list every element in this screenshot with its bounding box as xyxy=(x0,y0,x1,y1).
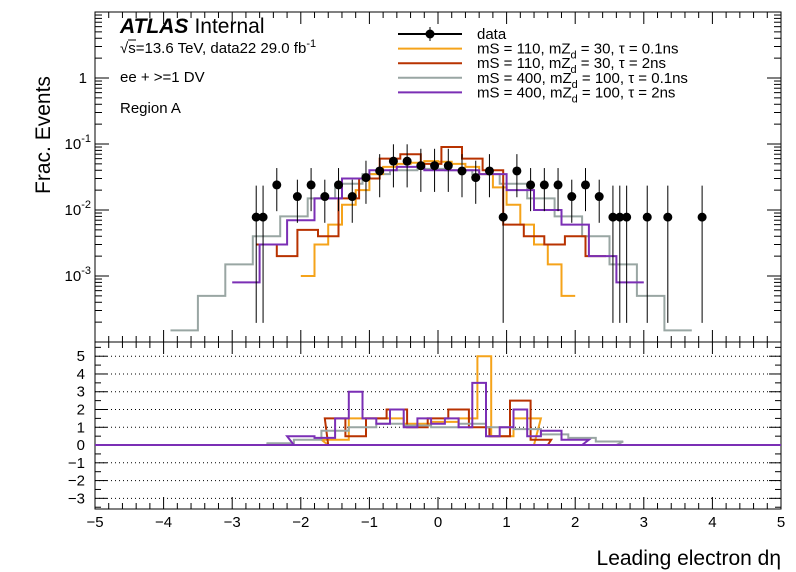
x-axis-title: Leading electron dη xyxy=(597,547,781,570)
ratio-y-tick-label: −3 xyxy=(68,490,85,507)
main-y-ticks: 10-3 10-2 10-1 1 xyxy=(65,11,781,343)
data-point xyxy=(347,192,357,202)
energy-text: =13.6 TeV, data22 29.0 fb xyxy=(136,40,307,57)
data-point xyxy=(361,173,371,183)
legend-label: data xyxy=(477,26,507,43)
x-tick-label: −1 xyxy=(361,514,378,531)
data-point xyxy=(258,212,268,222)
ratio-step-series-0 xyxy=(318,355,543,446)
ratio-y-tick-label: 4 xyxy=(77,366,85,383)
data-point xyxy=(443,161,453,171)
data-points xyxy=(251,144,707,323)
data-point xyxy=(553,180,563,190)
energy-sqrt: √s xyxy=(120,40,136,57)
legend-entry: mS = 110, mZd = 30, τ = 0.1ns xyxy=(398,41,678,62)
main-series xyxy=(170,144,707,332)
ratio-step-series-2 xyxy=(266,422,624,446)
data-point xyxy=(251,212,261,222)
data-point xyxy=(642,212,652,222)
x-tick-label: 3 xyxy=(640,514,648,531)
data-point xyxy=(580,180,590,190)
ratio-y-tick-label: −1 xyxy=(68,455,85,472)
atlas-label: ATLAS Internal xyxy=(119,15,264,38)
data-point xyxy=(375,166,385,176)
main-step-series-1 xyxy=(300,160,576,297)
data-point xyxy=(608,212,618,222)
main-x-ticks xyxy=(94,12,782,342)
energy-label: √s=13.6 TeV, data22 29.0 fb-1 xyxy=(120,38,316,57)
legend-marker xyxy=(425,29,435,39)
energy-exponent: -1 xyxy=(306,38,316,50)
data-point xyxy=(402,156,412,166)
main-y-tick-label: 10-1 xyxy=(65,133,91,153)
main-step-series-4 xyxy=(232,165,644,284)
ratio-y-tick-label: 1 xyxy=(77,419,85,436)
atlas-label-bold: ATLAS xyxy=(119,15,188,38)
data-point xyxy=(334,180,344,190)
ratio-y-tick-label: −2 xyxy=(68,473,85,490)
data-point xyxy=(430,161,440,171)
ratio-step-series-1 xyxy=(323,399,554,446)
ratio-frame xyxy=(94,341,782,510)
x-tick-label: 0 xyxy=(434,514,442,531)
ratio-y-tick-label: 0 xyxy=(77,437,85,454)
legend-label: mS = 110, mZd = 30, τ = 2ns xyxy=(477,55,666,76)
y-axis-title: Frac. Events xyxy=(32,76,55,194)
ratio-step-series-3 xyxy=(285,381,592,446)
data-point xyxy=(512,166,522,176)
legend-label: mS = 110, mZd = 30, τ = 0.1ns xyxy=(477,41,678,62)
data-point xyxy=(388,156,398,166)
data-point xyxy=(471,173,481,183)
data-point xyxy=(526,180,536,190)
data-point xyxy=(498,212,508,222)
ratio-y-tick-label: 3 xyxy=(77,384,85,401)
data-point xyxy=(615,212,625,222)
data-point xyxy=(594,192,604,202)
legend-label: mS = 400, mZd = 100, τ = 0.1ns xyxy=(477,70,688,91)
x-tick-label: 4 xyxy=(708,514,716,531)
ratio-series xyxy=(95,355,781,447)
x-tick-label: 5 xyxy=(777,514,785,531)
legend-label: mS = 400, mZd = 100, τ = 2ns xyxy=(477,84,675,105)
x-tick-label: −5 xyxy=(86,514,103,531)
ratio-x-ticks: −5 −4 −3 −2 −1 0 1 2 3 4 5 xyxy=(86,342,785,531)
data-point xyxy=(416,161,426,171)
main-y-tick-label: 1 xyxy=(79,70,87,87)
main-y-tick-label: 10-3 xyxy=(65,265,91,285)
x-tick-label: 2 xyxy=(571,514,579,531)
data-point xyxy=(484,166,494,176)
data-point xyxy=(272,180,282,190)
region-label: Region A xyxy=(120,100,181,117)
selection-label: ee + >=1 DV xyxy=(120,69,205,86)
legend-entry: mS = 400, mZd = 100, τ = 0.1ns xyxy=(398,70,688,91)
data-point xyxy=(457,166,467,176)
main-y-tick-label: 10-2 xyxy=(65,199,91,219)
data-point xyxy=(539,180,549,190)
main-frame xyxy=(94,11,782,343)
legend-entry: mS = 110, mZd = 30, τ = 2ns xyxy=(398,55,666,76)
x-tick-label: 1 xyxy=(502,514,510,531)
ratio-y-tick-label: 2 xyxy=(77,402,85,419)
data-point xyxy=(697,212,707,222)
ratio-y-tick-label: 5 xyxy=(77,348,85,365)
atlas-label-internal: Internal xyxy=(194,15,264,38)
data-point xyxy=(663,212,673,222)
legend-entry: data xyxy=(398,26,507,43)
x-tick-label: −2 xyxy=(292,514,309,531)
data-point xyxy=(622,212,632,222)
legend-entry: mS = 400, mZd = 100, τ = 2ns xyxy=(398,84,675,105)
x-tick-label: −3 xyxy=(224,514,241,531)
data-point xyxy=(320,192,330,202)
data-point xyxy=(292,192,302,202)
data-point xyxy=(306,180,316,190)
main-panel: 10-3 10-2 10-1 1 xyxy=(65,11,782,343)
main-step-series-3 xyxy=(170,167,692,332)
x-tick-label: −4 xyxy=(155,514,172,531)
data-point xyxy=(567,192,577,202)
